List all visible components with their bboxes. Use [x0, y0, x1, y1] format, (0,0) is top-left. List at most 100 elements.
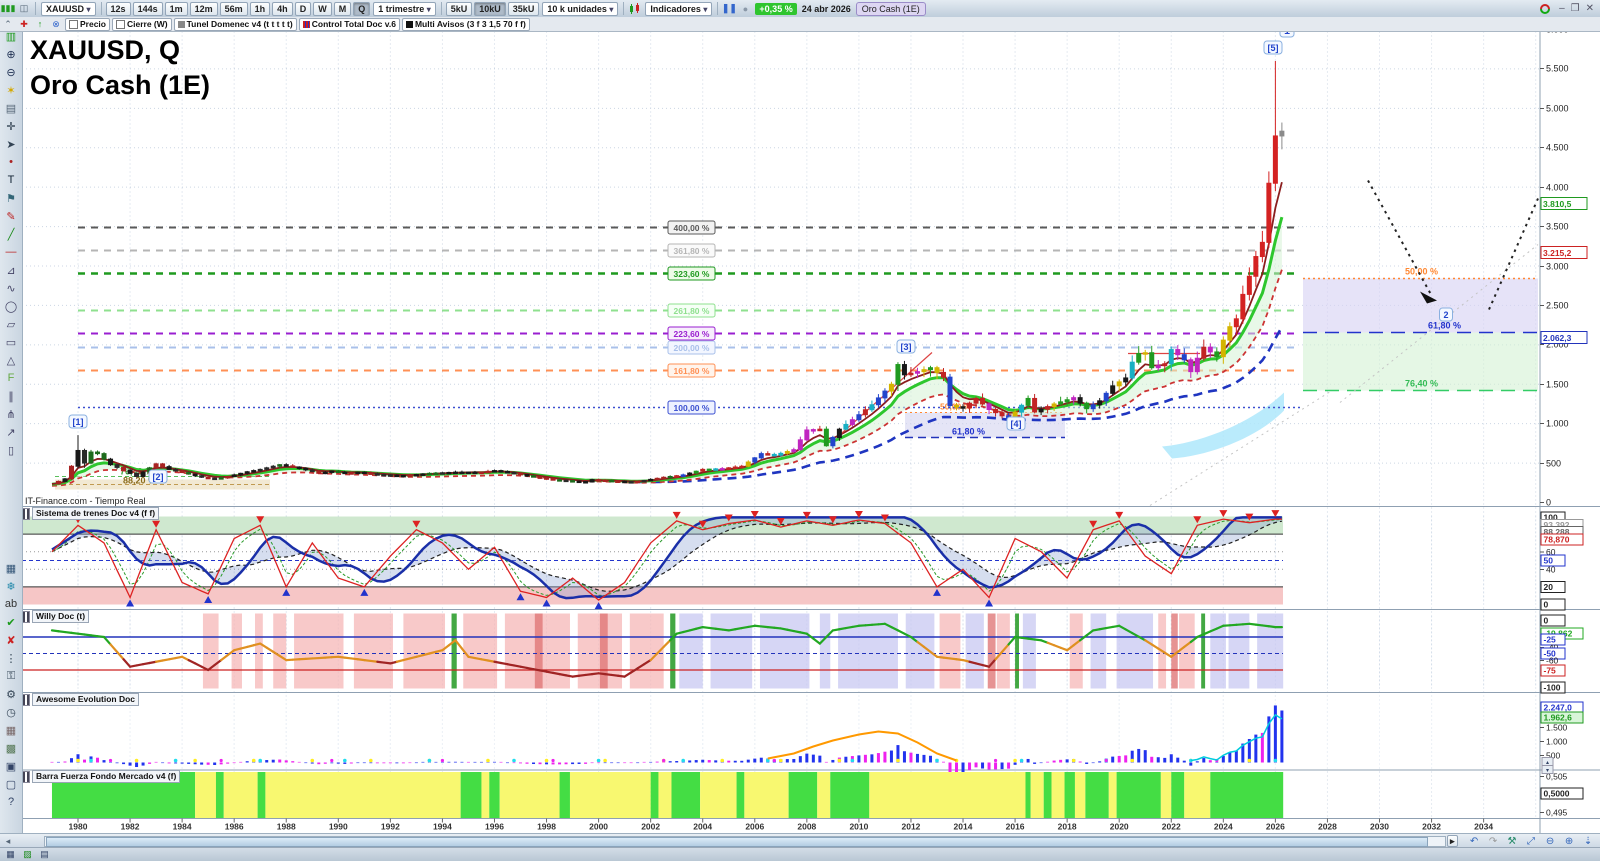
ellipse-icon[interactable]: ◯ — [4, 300, 18, 313]
pitchfork-icon[interactable]: ⋔ — [6, 408, 16, 421]
grid-icon[interactable]: ▦ — [5, 562, 17, 575]
candlestick-icon[interactable] — [628, 2, 642, 15]
zoom-out-icon[interactable]: ⊖ — [1545, 835, 1555, 847]
panel-title[interactable]: Awesome Evolution Doc — [32, 693, 140, 706]
curve-icon[interactable]: ∿ — [6, 282, 16, 295]
check-icon[interactable]: ✔ — [6, 616, 16, 629]
timeframe-button-d[interactable]: D — [294, 1, 312, 16]
overlay-chip-multi-avisos-3-f-3-1-5-70-f-f[interactable]: Multi Avisos (3 f 3 1,5 70 f f) — [401, 17, 530, 31]
palette-icon[interactable]: ▤ — [5, 102, 17, 115]
clock-icon[interactable]: ◷ — [6, 706, 16, 719]
collapse-icon[interactable]: ⌃ — [4, 18, 12, 29]
pencil-icon[interactable]: ✎ — [6, 210, 16, 223]
trendline-icon[interactable]: ╱ — [7, 228, 15, 241]
minimize-button[interactable]: – — [1559, 3, 1565, 14]
chart-icon[interactable]: ▨ — [23, 849, 32, 859]
symbol-select[interactable]: XAUUSD ▾ — [41, 1, 96, 16]
eraser-icon[interactable]: ▯ — [7, 444, 15, 457]
pointer-icon[interactable]: ➤ — [6, 138, 16, 151]
arrow-icon[interactable]: ↗ — [6, 426, 16, 439]
chart-canvas[interactable]: 50,00 %61,80 %76,40 %50,00 %61,80 %76,40… — [22, 31, 1600, 833]
calendar-icon[interactable]: ▦ — [5, 724, 17, 737]
abc-icon[interactable]: ab — [4, 598, 18, 610]
triangle-icon[interactable]: △ — [6, 354, 16, 367]
panel-title[interactable]: Willy Doc (t) — [32, 610, 90, 623]
period-select[interactable]: 1 trimestre ▾ — [373, 1, 436, 16]
units-select[interactable]: 10 k unidades ▾ — [542, 1, 619, 16]
dots-icon[interactable]: ⋮ — [5, 652, 17, 665]
svg-text:2030: 2030 — [1370, 822, 1389, 832]
overlay-chip-precio[interactable]: Precio — [65, 17, 110, 31]
rect-icon[interactable]: ▭ — [5, 336, 17, 349]
favorites-icon[interactable]: ✶ — [6, 84, 16, 97]
text-tool-icon[interactable]: T — [7, 174, 15, 186]
zoom-out-icon[interactable]: ⊖ — [6, 66, 16, 79]
close-button[interactable]: ✕ — [1585, 3, 1594, 14]
grid-icon[interactable]: ▦ — [6, 849, 15, 859]
timeframe-button-12s[interactable]: 12s — [105, 1, 131, 16]
chart-type-icon[interactable]: ▥ — [5, 30, 17, 43]
pause-icon[interactable]: ❚❚ — [721, 3, 737, 13]
timeframe-button-q[interactable]: Q — [353, 1, 371, 16]
screenshot-icon[interactable]: ▢ — [5, 778, 17, 791]
overlay-chip-tunel-domenec-v4-t-t-t-t-t[interactable]: Tunel Domenec v4 (t t t t t) — [173, 17, 297, 31]
polygon-icon[interactable]: ▱ — [6, 318, 16, 331]
chart-bars-icon[interactable]: ▮▮▮ — [0, 3, 16, 13]
cross-icon[interactable]: ✘ — [6, 634, 16, 647]
timeframe-button-1h[interactable]: 1h — [249, 1, 271, 16]
add-up-icon[interactable]: ✚ — [20, 18, 28, 29]
timeframe-button-144s[interactable]: 144s — [132, 1, 163, 16]
svg-text:3.810,5: 3.810,5 — [1543, 199, 1572, 209]
lock-icon[interactable]: ⚿ — [6, 669, 16, 682]
tool-icon[interactable]: ⚒ — [1507, 835, 1517, 847]
gear-icon[interactable]: ⚙ — [6, 688, 16, 701]
redo-icon[interactable]: ↷ — [1488, 835, 1498, 847]
timeframe-button-w[interactable]: W — [313, 1, 332, 16]
channel-icon[interactable]: ∥ — [8, 390, 14, 403]
up-arrow-icon[interactable]: ↑ — [37, 19, 43, 29]
timeframe-button-m[interactable]: M — [333, 1, 352, 16]
timeframe-button-4h[interactable]: 4h — [272, 1, 293, 16]
zoom-in-icon[interactable]: ⊕ — [6, 48, 16, 61]
panel-title[interactable]: Sistema de trenes Doc v4 (f f) — [32, 507, 160, 520]
layout-icon[interactable]: ◫ — [19, 3, 29, 13]
snowflake-icon[interactable]: ❄ — [6, 580, 16, 593]
list-icon[interactable]: ▤ — [40, 849, 49, 859]
crosshair-icon[interactable]: ✛ — [6, 120, 16, 133]
overlay-chip-cierre-w[interactable]: Cierre (W) — [112, 17, 172, 31]
dot-icon[interactable]: • — [9, 156, 13, 168]
block-icon[interactable]: ▩ — [5, 742, 17, 755]
indicators-select[interactable]: Indicadores ▾ — [645, 1, 713, 16]
horizontal-scrollbar[interactable] — [44, 835, 1446, 847]
timeframe-button-1m[interactable]: 1m — [164, 1, 188, 16]
volume-button-35ku[interactable]: 35kU — [507, 1, 540, 16]
overlay-chip-control-total-doc-v-6[interactable]: Control Total Doc v.6 — [298, 17, 400, 31]
scrollbar-thumb[interactable] — [46, 836, 1428, 847]
ruler-icon[interactable]: ⊿ — [6, 264, 16, 277]
svg-text:[1]: [1] — [73, 417, 84, 427]
pin-icon[interactable]: ⚑ — [6, 192, 16, 205]
record-icon[interactable]: ● — [742, 3, 749, 14]
timeframe-button-56m[interactable]: 56m — [219, 1, 248, 16]
save-icon[interactable]: ▣ — [5, 760, 17, 773]
undo-icon[interactable]: ↶ — [1469, 835, 1479, 847]
panel-title[interactable]: Barra Fuerza Fondo Mercado v4 (f) — [32, 770, 181, 783]
help-icon[interactable]: ? — [7, 796, 15, 808]
fibonacci-icon[interactable]: F — [7, 372, 15, 384]
pointer-icon[interactable]: ⇣ — [1583, 835, 1593, 847]
timeframe-button-12m[interactable]: 12m — [189, 1, 218, 16]
zoom-range-icon[interactable]: ⤢ — [1527, 835, 1536, 847]
volume-button-10ku[interactable]: 10kU — [474, 1, 506, 16]
svg-text:100,00 %: 100,00 % — [674, 403, 710, 413]
restore-button[interactable]: ❐ — [1570, 3, 1580, 14]
volume-button-5ku[interactable]: 5kU — [445, 1, 473, 16]
bottom-toolbar: ◂ ▸ ↶ ↷ ⚒ ⤢ ⊖ ⊕ ⇣ — [0, 833, 1600, 848]
scroll-right-button[interactable]: ▸ — [1447, 835, 1458, 847]
volume-buttons: 5kU 10kU 35kU — [445, 1, 541, 16]
scroll-left-icon[interactable]: ◂ — [5, 835, 11, 846]
svg-text:2.500: 2.500 — [1546, 301, 1569, 311]
remove-icon[interactable]: ⊗ — [52, 18, 60, 29]
sync-icon[interactable] — [1538, 3, 1552, 15]
zoom-in-icon[interactable]: ⊕ — [1564, 835, 1574, 847]
segment-icon[interactable]: — — [5, 246, 17, 258]
